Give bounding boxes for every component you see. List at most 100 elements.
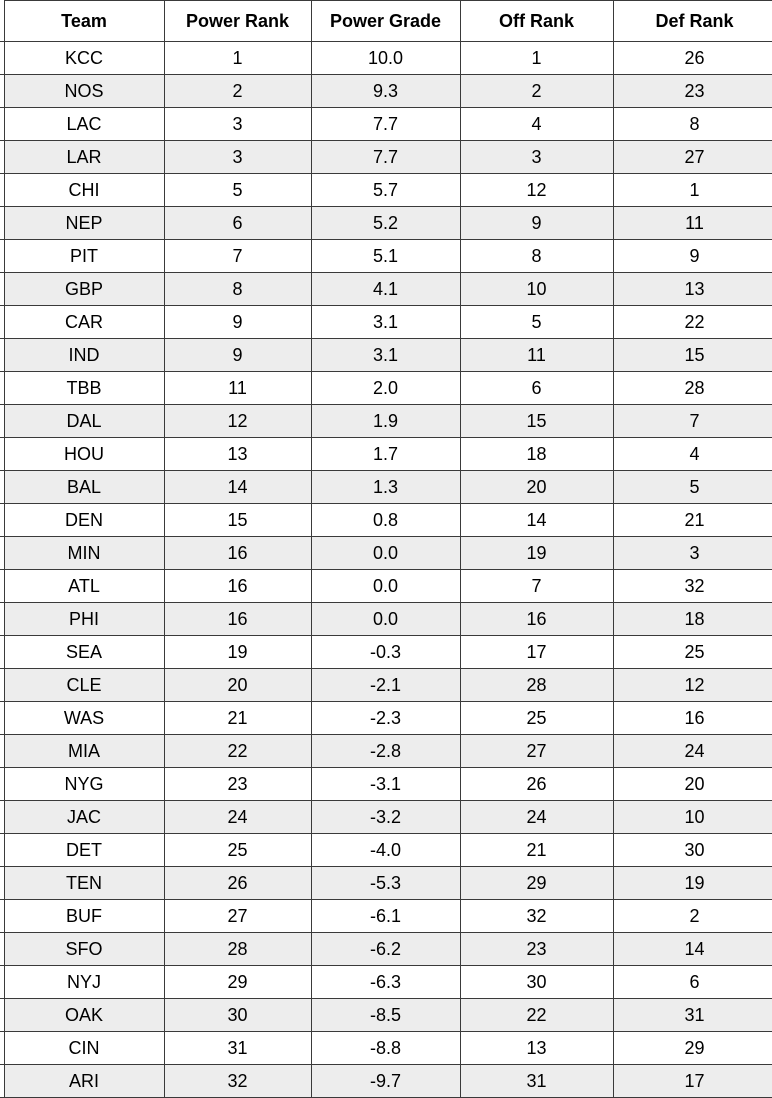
def-rank-cell[interactable]: 20: [612, 767, 772, 801]
power-grade-cell[interactable]: -6.3: [310, 965, 461, 999]
def-rank-cell[interactable]: 30: [612, 833, 772, 867]
team-cell[interactable]: MIN: [3, 536, 165, 570]
power-grade-cell[interactable]: 7.7: [310, 140, 461, 174]
column-header-off-rank[interactable]: Off Rank: [459, 0, 614, 42]
team-cell[interactable]: ARI: [3, 1064, 165, 1098]
def-rank-cell[interactable]: 12: [612, 668, 772, 702]
power-grade-cell[interactable]: -9.7: [310, 1064, 461, 1098]
def-rank-cell[interactable]: 5: [612, 470, 772, 504]
team-cell[interactable]: SFO: [3, 932, 165, 966]
team-cell[interactable]: CLE: [3, 668, 165, 702]
power-rank-cell[interactable]: 2: [163, 74, 312, 108]
off-rank-cell[interactable]: 20: [459, 470, 614, 504]
power-grade-cell[interactable]: -4.0: [310, 833, 461, 867]
off-rank-cell[interactable]: 17: [459, 635, 614, 669]
off-rank-cell[interactable]: 5: [459, 305, 614, 339]
off-rank-cell[interactable]: 19: [459, 536, 614, 570]
team-cell[interactable]: PHI: [3, 602, 165, 636]
off-rank-cell[interactable]: 2: [459, 74, 614, 108]
power-grade-cell[interactable]: -3.2: [310, 800, 461, 834]
power-rank-cell[interactable]: 30: [163, 998, 312, 1032]
def-rank-cell[interactable]: 31: [612, 998, 772, 1032]
power-rank-cell[interactable]: 27: [163, 899, 312, 933]
power-grade-cell[interactable]: -5.3: [310, 866, 461, 900]
off-rank-cell[interactable]: 6: [459, 371, 614, 405]
def-rank-cell[interactable]: 25: [612, 635, 772, 669]
def-rank-cell[interactable]: 16: [612, 701, 772, 735]
team-cell[interactable]: IND: [3, 338, 165, 372]
team-cell[interactable]: NYJ: [3, 965, 165, 999]
off-rank-cell[interactable]: 28: [459, 668, 614, 702]
def-rank-cell[interactable]: 24: [612, 734, 772, 768]
power-rank-cell[interactable]: 15: [163, 503, 312, 537]
def-rank-cell[interactable]: 22: [612, 305, 772, 339]
def-rank-cell[interactable]: 15: [612, 338, 772, 372]
power-rank-cell[interactable]: 9: [163, 338, 312, 372]
team-cell[interactable]: MIA: [3, 734, 165, 768]
off-rank-cell[interactable]: 8: [459, 239, 614, 273]
power-rank-cell[interactable]: 12: [163, 404, 312, 438]
off-rank-cell[interactable]: 32: [459, 899, 614, 933]
power-grade-cell[interactable]: 1.9: [310, 404, 461, 438]
team-cell[interactable]: HOU: [3, 437, 165, 471]
def-rank-cell[interactable]: 6: [612, 965, 772, 999]
column-header-def-rank[interactable]: Def Rank: [612, 0, 772, 42]
power-grade-cell[interactable]: -2.1: [310, 668, 461, 702]
team-cell[interactable]: JAC: [3, 800, 165, 834]
team-cell[interactable]: LAC: [3, 107, 165, 141]
off-rank-cell[interactable]: 21: [459, 833, 614, 867]
team-cell[interactable]: DEN: [3, 503, 165, 537]
power-grade-cell[interactable]: 3.1: [310, 305, 461, 339]
off-rank-cell[interactable]: 14: [459, 503, 614, 537]
def-rank-cell[interactable]: 1: [612, 173, 772, 207]
def-rank-cell[interactable]: 21: [612, 503, 772, 537]
off-rank-cell[interactable]: 26: [459, 767, 614, 801]
team-cell[interactable]: BUF: [3, 899, 165, 933]
power-grade-cell[interactable]: 0.0: [310, 602, 461, 636]
power-rank-cell[interactable]: 24: [163, 800, 312, 834]
power-rank-cell[interactable]: 3: [163, 107, 312, 141]
power-grade-cell[interactable]: 9.3: [310, 74, 461, 108]
def-rank-cell[interactable]: 10: [612, 800, 772, 834]
def-rank-cell[interactable]: 19: [612, 866, 772, 900]
def-rank-cell[interactable]: 14: [612, 932, 772, 966]
power-rank-cell[interactable]: 31: [163, 1031, 312, 1065]
column-header-power-rank[interactable]: Power Rank: [163, 0, 312, 42]
power-rank-cell[interactable]: 13: [163, 437, 312, 471]
power-rank-cell[interactable]: 23: [163, 767, 312, 801]
power-grade-cell[interactable]: 1.3: [310, 470, 461, 504]
power-rank-cell[interactable]: 16: [163, 602, 312, 636]
power-grade-cell[interactable]: 3.1: [310, 338, 461, 372]
off-rank-cell[interactable]: 18: [459, 437, 614, 471]
def-rank-cell[interactable]: 29: [612, 1031, 772, 1065]
team-cell[interactable]: WAS: [3, 701, 165, 735]
power-rank-cell[interactable]: 25: [163, 833, 312, 867]
power-rank-cell[interactable]: 26: [163, 866, 312, 900]
power-grade-cell[interactable]: 4.1: [310, 272, 461, 306]
off-rank-cell[interactable]: 29: [459, 866, 614, 900]
def-rank-cell[interactable]: 11: [612, 206, 772, 240]
power-grade-cell[interactable]: 0.0: [310, 536, 461, 570]
def-rank-cell[interactable]: 3: [612, 536, 772, 570]
def-rank-cell[interactable]: 8: [612, 107, 772, 141]
column-header-power-grade[interactable]: Power Grade: [310, 0, 461, 42]
def-rank-cell[interactable]: 28: [612, 371, 772, 405]
power-grade-cell[interactable]: -2.3: [310, 701, 461, 735]
def-rank-cell[interactable]: 2: [612, 899, 772, 933]
def-rank-cell[interactable]: 17: [612, 1064, 772, 1098]
team-cell[interactable]: KCC: [3, 41, 165, 75]
off-rank-cell[interactable]: 12: [459, 173, 614, 207]
power-grade-cell[interactable]: 2.0: [310, 371, 461, 405]
power-rank-cell[interactable]: 20: [163, 668, 312, 702]
power-rank-cell[interactable]: 9: [163, 305, 312, 339]
power-rank-cell[interactable]: 16: [163, 536, 312, 570]
power-grade-cell[interactable]: -6.1: [310, 899, 461, 933]
team-cell[interactable]: SEA: [3, 635, 165, 669]
off-rank-cell[interactable]: 9: [459, 206, 614, 240]
power-rank-cell[interactable]: 22: [163, 734, 312, 768]
off-rank-cell[interactable]: 16: [459, 602, 614, 636]
power-grade-cell[interactable]: -8.5: [310, 998, 461, 1032]
def-rank-cell[interactable]: 32: [612, 569, 772, 603]
off-rank-cell[interactable]: 30: [459, 965, 614, 999]
power-grade-cell[interactable]: 1.7: [310, 437, 461, 471]
